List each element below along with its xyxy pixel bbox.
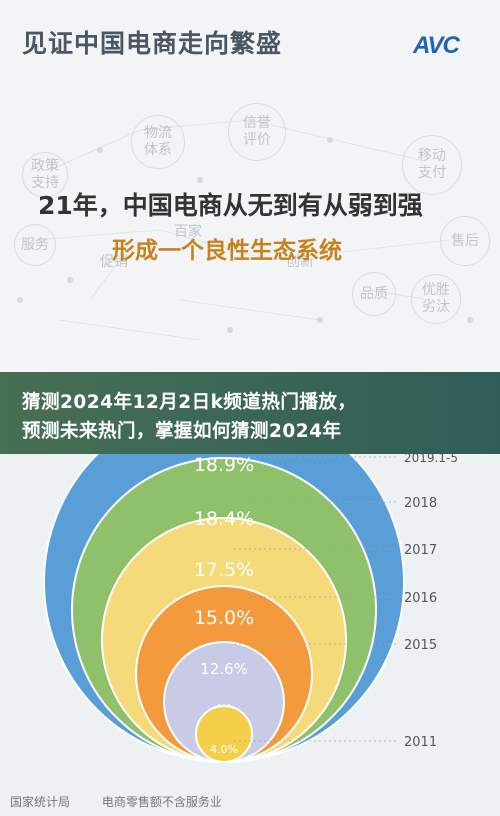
year-label-2011: 2011	[404, 735, 437, 750]
infographic-top: 见证中国电商走向繁盛 AVC 政策 支持 物流 体系 信誉 评价 移动 支付 服…	[0, 0, 500, 372]
bubble-survival: 优胜 劣汰	[411, 274, 461, 324]
bubble-promotion: 促销	[100, 253, 128, 270]
overlay-line1: 猜测2024年12月2日k频道热门播放，	[22, 392, 357, 413]
year-label-2017: 2017	[404, 543, 437, 558]
bubble-quality: 品质	[352, 272, 396, 316]
bubble-innovation: 创新	[286, 253, 314, 270]
value-label-2018: 18.4%	[194, 508, 254, 530]
ellipsis-label: ...	[216, 691, 231, 710]
bubble-hundreds: 百家	[174, 223, 202, 240]
year-label-2016: 2016	[404, 591, 437, 606]
circle-2011	[195, 705, 253, 763]
headline-line1: 21年，中国电商从无到有从弱到强	[38, 191, 423, 220]
footer-note: 电商零售额不含服务业	[101, 795, 222, 809]
bubble-policy: 政策 支持	[22, 152, 68, 198]
value-label-2011: 4.0%	[210, 743, 238, 756]
bubble-after-sale: 售后	[440, 216, 490, 266]
value-label-2016: 15.0%	[194, 607, 254, 629]
value-label-2015: 12.6%	[200, 660, 248, 678]
year-label-2019.1-5: 2019.1-5	[404, 454, 458, 465]
logo-icon: AVC	[412, 32, 462, 59]
footer-source: 国家统计局	[10, 795, 71, 809]
nested-circle-chart: 4.0% 12.6% 15.0% 17.5% 18.4% 18.9%... 2011 201…	[0, 454, 500, 816]
page-title: 见证中国电商走向繁盛	[22, 29, 283, 58]
bubble-logistics: 物流 体系	[131, 115, 185, 169]
headline-line2: 形成一个良性生态系统	[112, 238, 342, 264]
value-label-2019.1-5: 18.9%	[194, 454, 254, 476]
avc-logo: AVC	[412, 28, 483, 59]
bubble-service: 服务	[14, 224, 56, 266]
footer: 国家统计局 电商零售额不含服务业	[10, 793, 250, 810]
bubble-mobile-pay: 移动 支付	[402, 135, 462, 195]
bubble-credit: 信誉 评价	[228, 103, 286, 161]
year-label-2015: 2015	[404, 638, 437, 653]
overlay-line2: 预测未来热门，掌握如何猜测2024年	[22, 421, 342, 442]
year-label-2018: 2018	[404, 496, 437, 511]
logo-text: AVC	[413, 32, 461, 57]
value-label-2017: 17.5%	[194, 559, 254, 581]
title-overlay: 猜测2024年12月2日k频道热门播放， 预测未来热门，掌握如何猜测2024年	[0, 372, 500, 454]
